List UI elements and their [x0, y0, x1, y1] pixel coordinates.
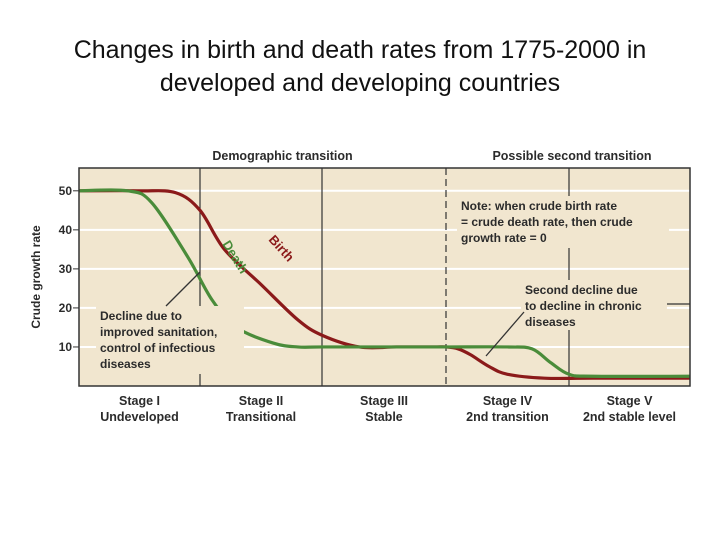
annotation-note-line: growth rate = 0 [461, 231, 547, 245]
y-axis-ticks: 10 20 30 40 50 [59, 184, 79, 354]
stage-label-name: Stage III [360, 394, 408, 408]
annotation-background [96, 306, 244, 374]
stage-label-description: 2nd transition [466, 410, 549, 424]
annotation-second-decline-line: Second decline due [525, 283, 638, 297]
y-tick-label: 50 [59, 184, 73, 198]
title-line-2: developed and developing countries [159, 69, 561, 97]
stage-label-name: Stage V [607, 394, 654, 408]
stage-label-description: Stable [365, 410, 403, 424]
annotation-pointer [165, 271, 201, 307]
header-demographic-transition: Demographic transition [212, 149, 352, 163]
stage-label-name: Stage IV [483, 394, 533, 408]
stage-labels: Stage I Undeveloped Stage II Transitional St… [100, 394, 676, 424]
annotation-second-decline-line: diseases [525, 315, 576, 329]
y-tick-label: 20 [59, 301, 73, 315]
stage-label-description: Transitional [226, 410, 296, 424]
stage-label-name: Stage I [119, 394, 160, 408]
y-axis-label: Crude growth rate [29, 225, 43, 329]
annotation-sanitation-line: diseases [100, 357, 151, 371]
plot-frame [78, 167, 691, 387]
annotation-background [457, 196, 669, 248]
page-title: Changes in birth and death rates from 17… [20, 34, 700, 100]
annotation-background [521, 280, 667, 330]
stage-label-description: Undeveloped [100, 410, 179, 424]
y-tick-label: 40 [59, 223, 73, 237]
series-line-death [78, 188, 691, 378]
header-possible-second-transition: Possible second transition [492, 149, 651, 163]
stage-label-name: Stage II [239, 394, 283, 408]
annotation-second-decline-line: to decline in chronic [525, 299, 642, 313]
annotation-pointer [485, 311, 525, 357]
annotation-note-line: Note: when crude birth rate [461, 199, 617, 213]
annotation-sanitation-line: improved sanitation, [100, 325, 217, 339]
stage-label-description: 2nd stable level [583, 410, 676, 424]
y-tick-label: 30 [59, 262, 73, 276]
series [78, 188, 691, 381]
annotations: Decline due to improved sanitation, contro… [96, 196, 690, 374]
title-line-1: Changes in birth and death rates from 17… [73, 36, 647, 64]
annotation-sanitation-line: Decline due to [100, 309, 182, 323]
y-tick-label: 10 [59, 340, 73, 354]
annotation-note-line: = crude death rate, then crude [461, 215, 633, 229]
annotation-sanitation-line: control of infectious [100, 341, 216, 355]
